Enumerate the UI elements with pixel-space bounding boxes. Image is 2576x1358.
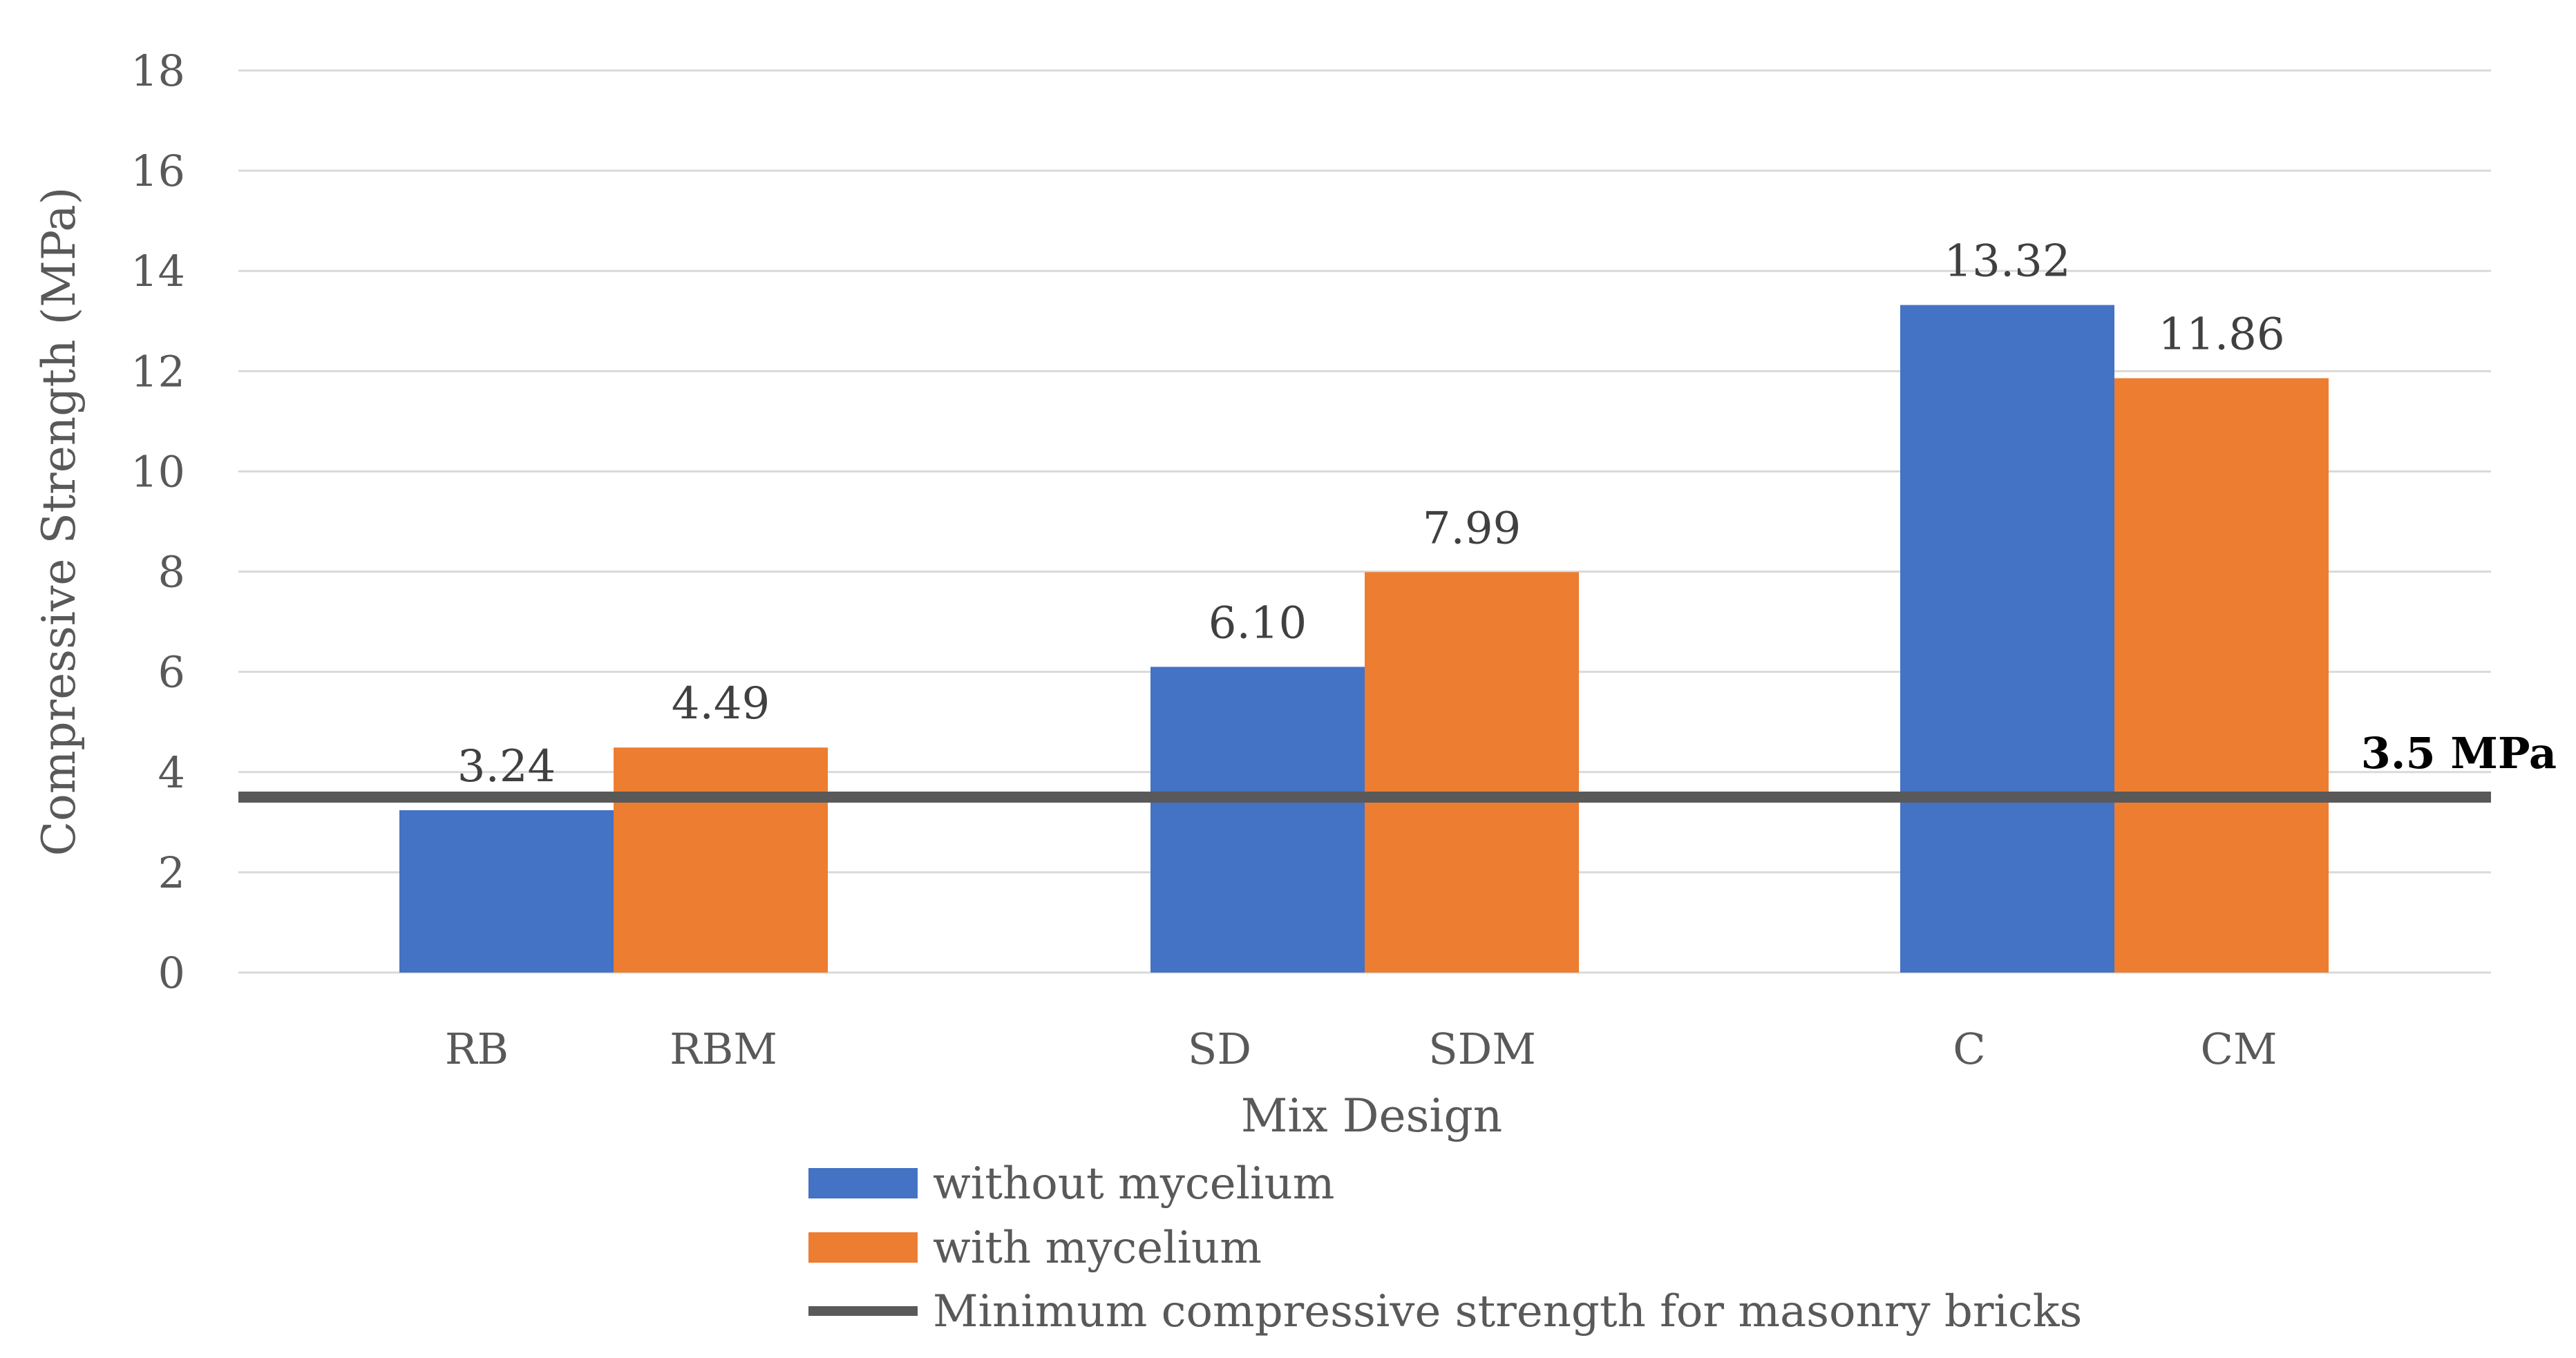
bar-rb [399, 810, 614, 973]
y-tick-label: 2 [158, 848, 185, 898]
data-label-rb: 3.24 [457, 741, 556, 792]
x-tick-label-rb: RB [445, 1024, 509, 1074]
x-tick-label-sdm: SDM [1428, 1024, 1536, 1074]
bar-sdm [1365, 572, 1579, 973]
legend-label-0: without mycelium [933, 1158, 1334, 1209]
legend: without mycelium with mycelium Minimum com… [808, 1158, 2082, 1337]
data-labels: 3.24 4.49 6.10 7.99 13.32 11.86 [457, 236, 2285, 792]
y-tick-label: 8 [158, 547, 185, 597]
bar-rbm [614, 747, 828, 973]
y-tick-label: 10 [131, 446, 185, 497]
x-axis-ticks: RB RBM SD SDM C CM [445, 1024, 2277, 1074]
threshold-group: 3.5 MPa [238, 728, 2557, 803]
data-label-sd: 6.10 [1209, 597, 1307, 649]
bar-sd [1150, 667, 1365, 973]
y-tick-label: 4 [158, 747, 185, 798]
x-tick-label-cm: CM [2201, 1024, 2277, 1074]
legend-label-threshold: Minimum compressive strength for masonry… [933, 1286, 2082, 1337]
legend-label-1: with mycelium [933, 1223, 1262, 1274]
legend-swatch-0 [808, 1168, 918, 1198]
data-label-cm: 11.86 [2158, 309, 2284, 360]
data-label-sdm: 7.99 [1423, 503, 1522, 554]
data-label-c: 13.32 [1944, 236, 2070, 287]
x-tick-label-sd: SD [1188, 1024, 1251, 1074]
data-label-rbm: 4.49 [672, 678, 770, 729]
legend-swatch-1 [808, 1232, 918, 1263]
y-tick-label: 12 [131, 346, 185, 396]
x-axis-title: Mix Design [1241, 1089, 1503, 1142]
y-tick-label: 0 [158, 948, 185, 998]
bar-cm [2114, 378, 2329, 973]
x-tick-label-c: C [1953, 1024, 1985, 1074]
y-axis-title: Compressive Strength (MPa) [32, 187, 86, 857]
threshold-label: 3.5 MPa [2361, 728, 2557, 778]
x-tick-label-rbm: RBM [670, 1024, 777, 1074]
y-tick-label: 16 [131, 146, 185, 196]
y-tick-label: 18 [131, 46, 185, 96]
y-tick-label: 6 [158, 647, 185, 698]
bar-c [1900, 305, 2114, 973]
y-axis-ticks: 0 2 4 6 8 10 12 14 16 18 [131, 46, 185, 998]
bars [399, 305, 2329, 973]
y-tick-label: 14 [131, 246, 185, 296]
